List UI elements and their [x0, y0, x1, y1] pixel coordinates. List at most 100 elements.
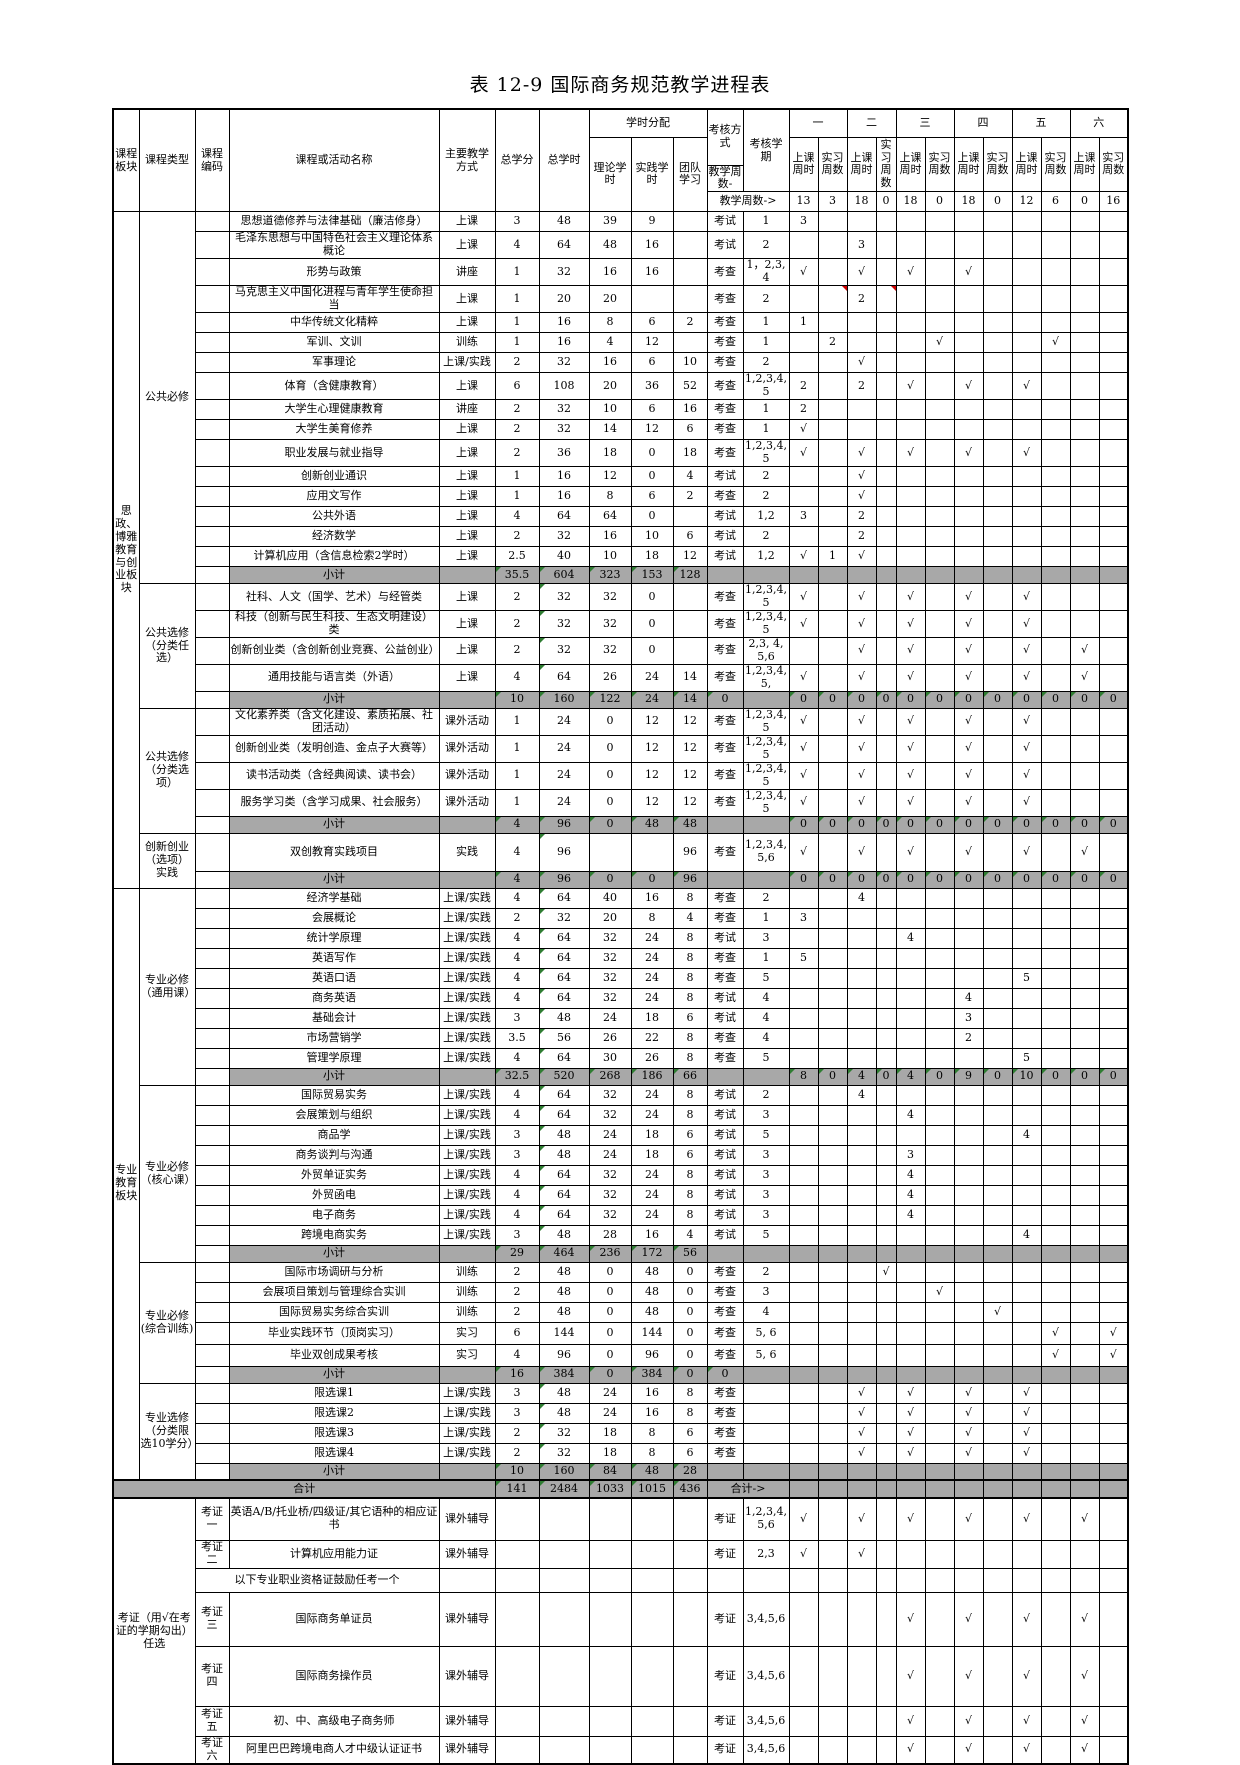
sem-cell: √ — [1069, 1645, 1100, 1707]
sem-cell — [1098, 419, 1129, 441]
sem-cell — [895, 506, 926, 528]
sem-cell: 2 — [846, 285, 877, 314]
course-team-cell — [672, 285, 708, 314]
sem-cell — [817, 707, 848, 736]
course-name-cell: 公共外语 — [228, 506, 440, 528]
empty-cell — [538, 1591, 590, 1647]
sem-cell — [817, 1321, 848, 1345]
sem-cell — [1011, 546, 1042, 568]
course-hours-cell: 16 — [538, 332, 590, 354]
course-row: 读书活动类（含经典阅读、读书会） 课外活动 1 24 0 12 12 考查 1,2,3,4,5 √… — [113, 761, 1129, 790]
course-hours-cell: 144 — [538, 1321, 590, 1345]
subtotal-hours: 520 — [538, 1067, 590, 1086]
assess-term-cell: 2 — [742, 285, 790, 314]
sem-cell — [1098, 285, 1129, 314]
course-practice-cell: 10 — [630, 526, 674, 548]
sem-cell: 0 — [895, 815, 926, 834]
sem-cell — [875, 486, 897, 508]
course-credits-cell: 1 — [494, 466, 540, 488]
cert-method-cell: 课外辅导 — [438, 1539, 496, 1569]
header-intern-weeks: 实习周数 — [817, 136, 848, 193]
course-credits-cell: 3 — [494, 1144, 540, 1166]
sem-cell: 0 — [875, 1067, 897, 1086]
sem-cell — [982, 419, 1013, 441]
teaching-weeks-value: 0 — [924, 191, 955, 213]
sem-cell — [1098, 927, 1129, 949]
sem-cell — [875, 466, 897, 488]
sem-cell: √ — [846, 546, 877, 568]
sem-cell: 0 — [1098, 690, 1129, 709]
course-credits-cell: 3 — [494, 1124, 540, 1146]
sem-cell — [817, 1144, 848, 1166]
sem-cell — [875, 1007, 897, 1029]
sem-cell: √ — [788, 761, 819, 790]
course-theory-cell: 18 — [588, 1442, 632, 1464]
course-team-cell — [672, 258, 708, 287]
course-credits-cell: 6 — [494, 1321, 540, 1345]
course-code-cell — [194, 1343, 230, 1367]
sem-cell — [788, 1281, 819, 1303]
sem-cell — [1069, 1479, 1100, 1500]
course-method-cell — [438, 815, 496, 834]
course-team-cell: 52 — [672, 372, 708, 401]
sem-cell: √ — [953, 663, 984, 692]
empty-cell — [588, 1735, 632, 1765]
course-credits-cell: 2 — [494, 1422, 540, 1444]
sem-cell — [1069, 1422, 1100, 1444]
sem-cell — [1098, 566, 1129, 585]
sem-cell — [817, 1591, 848, 1647]
assess-term-cell — [742, 1244, 790, 1263]
course-hours-cell: 64 — [538, 967, 590, 989]
sem-cell: √ — [788, 546, 819, 568]
course-team-cell: 0 — [672, 1321, 708, 1345]
sem-cell — [1011, 566, 1042, 585]
assess-method-cell — [706, 566, 744, 585]
sem-cell: 0 — [817, 870, 848, 889]
cert-code-cell: 考证三 — [194, 1591, 230, 1647]
course-theory-cell: 32 — [588, 987, 632, 1009]
sem-cell — [895, 1479, 926, 1500]
sem-cell: √ — [895, 1645, 926, 1707]
course-hours-cell: 24 — [538, 788, 590, 817]
sem-cell — [982, 1124, 1013, 1146]
course-method-cell: 训练 — [438, 332, 496, 354]
assess-method-cell: 考查 — [706, 399, 744, 421]
course-credits-cell: 4 — [494, 1164, 540, 1186]
sem-cell — [1040, 399, 1071, 421]
course-code-cell — [194, 1067, 230, 1086]
sem-cell: √ — [1069, 1591, 1100, 1647]
sem-cell — [875, 887, 897, 909]
sem-cell — [817, 1084, 848, 1106]
sem-cell: √ — [846, 352, 877, 374]
course-team-cell: 12 — [672, 707, 708, 736]
subtotal-row: 小计 10 160 122 24 14 0 0 0 0 0 0 0 0 0 0 0 0 0 — [113, 690, 1129, 709]
sem-cell — [1069, 1124, 1100, 1146]
sem-cell — [924, 546, 955, 568]
sem-cell — [817, 1281, 848, 1303]
sem-cell — [1040, 466, 1071, 488]
course-method-cell — [438, 1365, 496, 1384]
sem-cell — [817, 466, 848, 488]
sem-cell — [875, 1645, 897, 1707]
course-method-cell: 上课 — [438, 211, 496, 233]
sem-cell: 3 — [846, 231, 877, 260]
cert-name-cell: 国际商务单证员 — [228, 1591, 440, 1647]
sem-cell — [875, 1343, 897, 1367]
sem-cell — [924, 761, 955, 790]
sem-cell — [846, 967, 877, 989]
course-team-cell: 4 — [672, 1224, 708, 1246]
sem-cell — [1011, 312, 1042, 334]
sem-cell — [924, 1705, 955, 1737]
course-code-cell — [194, 947, 230, 969]
empty-cell — [630, 1567, 674, 1593]
assess-term-cell: 4 — [742, 1007, 790, 1029]
course-team-cell — [672, 637, 708, 665]
course-row: 毕业实践环节（顶岗实习） 实习 6 144 0 144 0 考查 5, 6 √ √ — [113, 1321, 1129, 1345]
subtotal-theory: 0 — [588, 815, 632, 834]
assess-method-cell: 考试 — [706, 546, 744, 568]
subtotal-team: 66 — [672, 1067, 708, 1086]
sem-cell: 1 — [817, 546, 848, 568]
course-name-cell: 科技（创新与民生科技、生态文明建设）类 — [228, 610, 440, 638]
course-theory-cell: 0 — [588, 707, 632, 736]
course-name-cell: 商品学 — [228, 1124, 440, 1146]
